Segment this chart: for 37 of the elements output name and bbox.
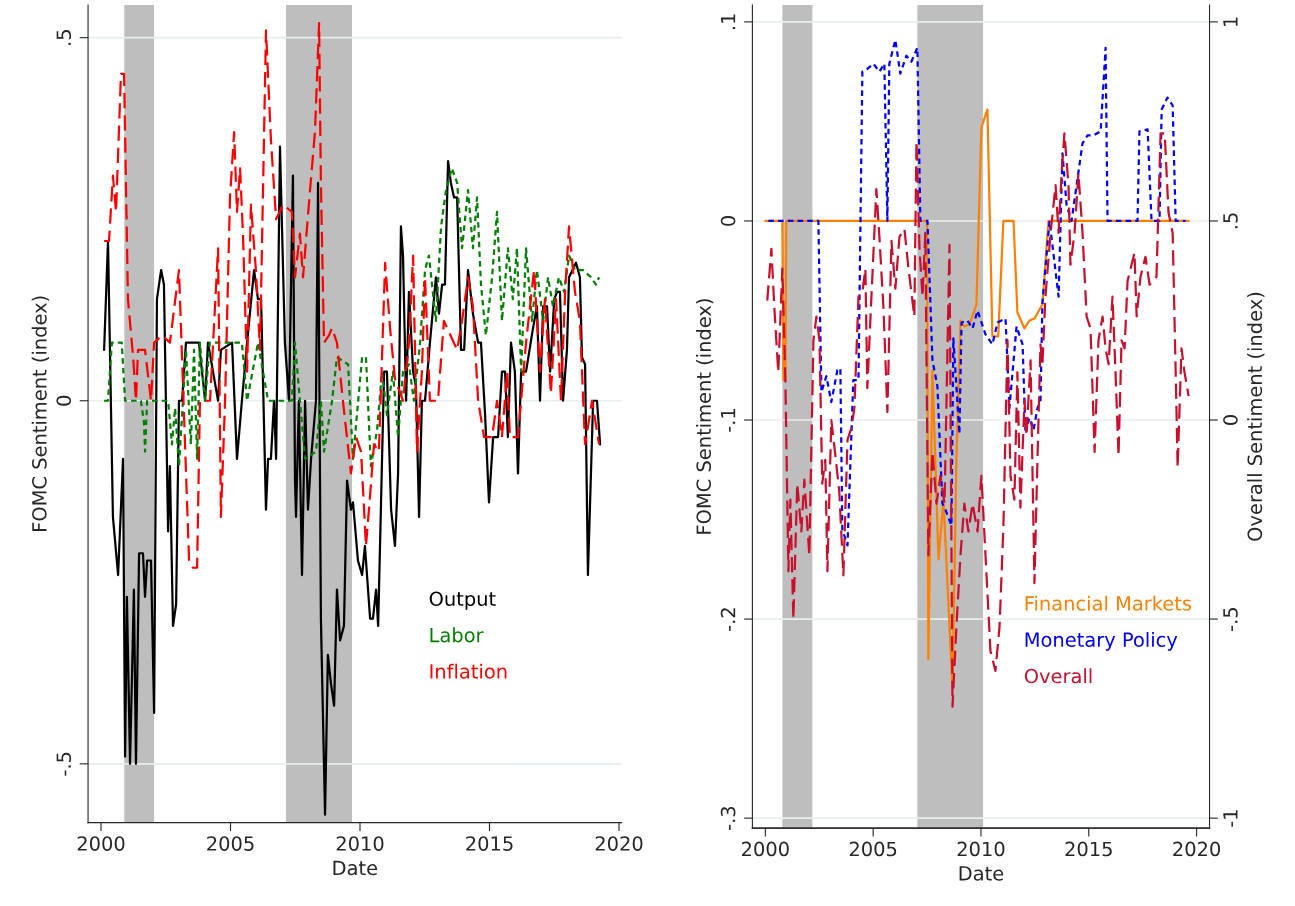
y-axis-title: FOMC Sentiment (index)	[31, 296, 50, 531]
y2-tick-label: -1	[1223, 810, 1238, 827]
y-tick-label: -.2	[720, 608, 736, 631]
y-tick-label: 0	[56, 395, 72, 406]
text: Inflation	[430, 663, 507, 679]
x-tick-label: 2015	[1065, 841, 1112, 857]
text: Output	[429, 591, 496, 610]
x-tick-label: 2020	[595, 836, 643, 851]
y2-tick-label: .5	[1223, 213, 1238, 229]
x-tick-label: 2000	[742, 841, 789, 857]
y-tick-label: -.3	[720, 806, 736, 830]
x-tick-label: 2020	[1173, 841, 1221, 857]
x-axis-title: Date	[959, 866, 1004, 881]
text: Financial Markets	[1025, 595, 1192, 611]
y2-tick-label: 0	[1223, 415, 1238, 425]
line-series	[103, 145, 602, 816]
x-tick-label: 2010	[336, 836, 384, 851]
y-tick-label: .5	[56, 30, 72, 45]
x-tick-label: 2015	[466, 836, 513, 851]
x-axis-title: Date	[333, 860, 378, 876]
x-tick-label: 2000	[77, 836, 125, 851]
y-tick-label: -.1	[720, 409, 736, 432]
y-tick-label: .1	[720, 14, 736, 30]
x-tick-label: 2005	[849, 841, 897, 857]
text: Labor	[430, 627, 484, 643]
line-series	[103, 22, 601, 569]
series-label: Overall	[1024, 668, 1092, 684]
y-tick-label: -.5	[56, 752, 72, 776]
line-series	[103, 167, 601, 468]
y2-tick-label: 1	[1223, 17, 1238, 26]
x-tick-label: 2005	[207, 836, 254, 851]
x-tick-label: 2010	[957, 841, 1005, 857]
y2-tick-label: -.5	[1223, 607, 1238, 631]
y-axis-title: FOMC Sentiment (index)	[696, 299, 714, 534]
y2-axis-title: Overall Sentiment (index)	[1247, 292, 1265, 541]
y-tick-label: 0	[720, 216, 736, 226]
text: Monetary Policy	[1025, 631, 1178, 651]
